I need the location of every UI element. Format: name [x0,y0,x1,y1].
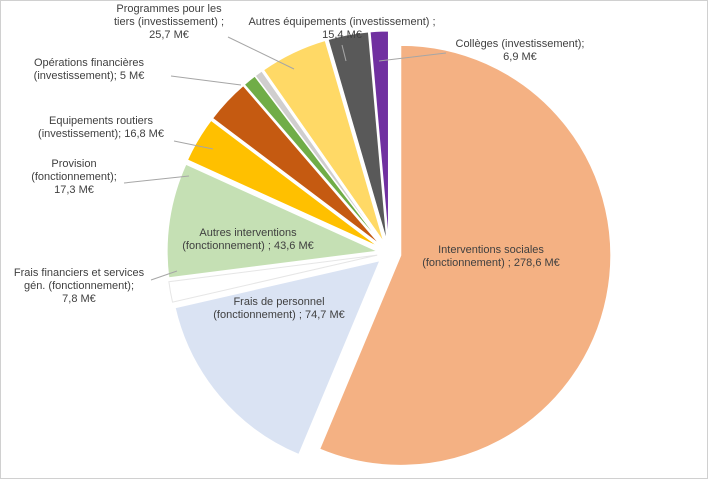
slice-label-4: Autres interventions (fonctionnement) ; 4… [182,227,313,252]
slice-label-line: Collèges (investissement); [456,38,585,50]
pie-slice-5 [186,119,379,248]
slice-label-line: (investissement); 5 M€ [34,70,145,82]
slice-label-10: Autres équipements (investissement) ; 15,… [248,16,435,41]
pie-slice-3 [168,254,378,303]
slice-label-line: Frais de personnel [233,296,324,308]
pie-slice-6 [211,84,381,246]
leader-line-9 [227,36,295,70]
slice-label-line: 17,3 M€ [54,184,94,196]
leader-line-7 [170,75,242,86]
slice-label-line: Autres interventions [199,227,297,239]
slice-label-11: Collèges (investissement); 6,9 M€ [456,38,585,63]
slice-label-7: Opérations financières (investissement); … [34,57,145,82]
slice-label-line: 25,7 M€ [149,29,189,41]
slice-label-line: Provision [51,158,96,170]
slice-label-line: gén. (fonctionnement); [24,280,134,292]
pie-slice-2 [174,260,381,456]
slice-label-line: tiers (investissement) ; [114,16,224,28]
pie-slice-10 [327,31,388,242]
slice-label-line: Frais financiers et services [14,267,145,279]
slice-label-2: Frais de personnel (fonctionnement) ; 74,… [213,296,344,321]
slice-label-1: Interventions sociales (fonctionnement) ;… [422,244,560,269]
slice-label-line: Opérations financières [34,57,145,69]
slice-label-line: 6,9 M€ [503,51,537,63]
slice-label-5: Provision (fonctionnement); 17,3 M€ [31,158,117,196]
leader-line-5 [123,175,190,184]
slice-label-line: Equipements routiers [49,115,153,127]
pie-slice-7 [243,75,382,244]
slice-label-line: 7,8 M€ [62,293,96,305]
slice-label-9: Programmes pour les tiers (investissement… [114,3,224,41]
pie-slice-9 [262,39,385,243]
pie-slice-1 [319,44,612,466]
slice-label-line: (fonctionnement); [31,171,117,183]
slice-label-line: (fonctionnement) ; 278,6 M€ [422,257,560,269]
slice-label-line: (fonctionnement) ; 74,7 M€ [213,309,344,321]
leader-line-3 [150,270,178,281]
leader-line-6 [173,140,214,150]
slice-label-6: Equipements routiers (investissement); 16… [38,115,164,140]
leader-line-11 [378,52,447,62]
slice-label-line: (fonctionnement) ; 43,6 M€ [182,240,313,252]
slice-label-line: 15,4 M€ [322,29,362,41]
slice-label-3: Frais financiers et services gén. (foncti… [14,267,145,305]
slice-label-line: (investissement); 16,8 M€ [38,128,164,140]
leader-line-10 [341,44,347,62]
slice-label-line: Autres équipements (investissement) ; [248,16,435,28]
slice-label-line: Interventions sociales [438,244,544,256]
pie-slice-8 [254,70,383,244]
pie-slice-11 [369,30,389,242]
slice-label-line: Programmes pour les [116,3,222,15]
